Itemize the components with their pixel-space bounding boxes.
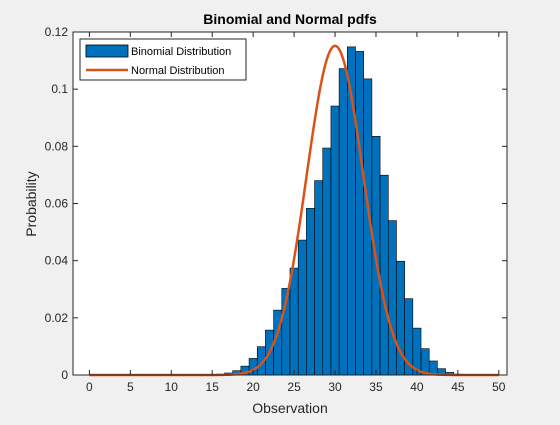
y-tick-label: 0.1: [51, 82, 68, 96]
legend-label-normal: Normal Distribution: [131, 65, 225, 77]
x-tick-label: 0: [86, 380, 93, 394]
y-tick-label: 0.08: [45, 139, 69, 153]
legend-label-binomial: Binomial Distribution: [131, 46, 231, 58]
legend: Binomial Distribution Normal Distributio…: [80, 39, 246, 80]
legend-swatch-binomial: [86, 45, 128, 57]
x-tick-label: 30: [328, 380, 342, 394]
chart-title: Binomial and Normal pdfs: [203, 11, 377, 27]
x-tick-label: 45: [451, 380, 465, 394]
binomial-bar: [323, 148, 331, 375]
binomial-bar: [298, 240, 306, 375]
binomial-bar: [356, 51, 364, 375]
binomial-bar: [331, 106, 339, 375]
x-tick-label: 5: [127, 380, 134, 394]
binomial-bar: [339, 69, 347, 375]
binomial-bar: [388, 221, 396, 375]
x-tick-label: 50: [492, 380, 506, 394]
y-tick-label: 0.04: [45, 254, 69, 268]
y-tick-label: 0.02: [45, 311, 69, 325]
y-tick-label: 0: [61, 368, 68, 382]
binomial-bar: [315, 181, 323, 375]
x-tick-label: 15: [206, 380, 220, 394]
x-axis-label: Observation: [252, 400, 327, 416]
x-tick-label: 10: [165, 380, 179, 394]
x-tick-label: 40: [410, 380, 424, 394]
y-axis-label: Probability: [23, 171, 39, 236]
x-tick-label: 35: [369, 380, 383, 394]
binomial-bar: [290, 268, 298, 375]
y-tick-label: 0.06: [45, 197, 69, 211]
x-tick-label: 20: [246, 380, 260, 394]
binomial-bar: [306, 208, 314, 375]
binomial-bar: [380, 175, 388, 375]
x-tick-label: 25: [287, 380, 301, 394]
y-tick-label: 0.12: [45, 25, 69, 39]
